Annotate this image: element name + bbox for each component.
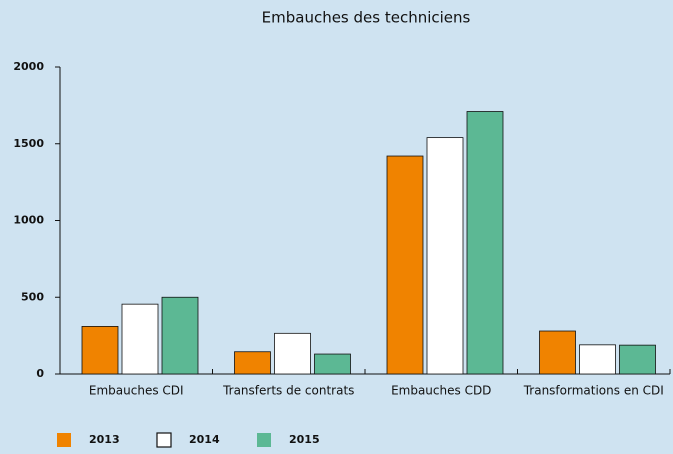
legend-swatch (156, 432, 172, 448)
y-tick-label: 1500 (13, 137, 44, 150)
bar (121, 303, 159, 375)
bar (466, 111, 504, 375)
y-tick-label: 1000 (13, 214, 44, 227)
chart-title: Embauches des techniciens (262, 9, 471, 27)
bar (426, 137, 464, 375)
legend-label: 2014 (189, 433, 220, 446)
y-tick-label: 500 (21, 290, 44, 303)
bar (386, 155, 424, 375)
legend-label: 2015 (289, 433, 320, 446)
bar (234, 351, 271, 375)
y-tick-label: 0 (36, 367, 44, 380)
legend-swatch (257, 433, 271, 447)
y-tick-label: 2000 (13, 60, 44, 73)
bar (579, 344, 616, 375)
bar (274, 332, 311, 375)
bar (539, 330, 576, 375)
x-tick-label: Embauches CDD (391, 384, 491, 398)
bar (619, 344, 656, 375)
x-tick-label: Transformations en CDI (523, 384, 664, 398)
x-tick-label: Transferts de contrats (222, 384, 354, 398)
bar (161, 296, 199, 375)
bar (81, 326, 119, 375)
bar (314, 353, 351, 375)
legend-swatch (57, 433, 71, 447)
legend-label: 2013 (89, 433, 120, 446)
x-tick-label: Embauches CDI (89, 384, 184, 398)
